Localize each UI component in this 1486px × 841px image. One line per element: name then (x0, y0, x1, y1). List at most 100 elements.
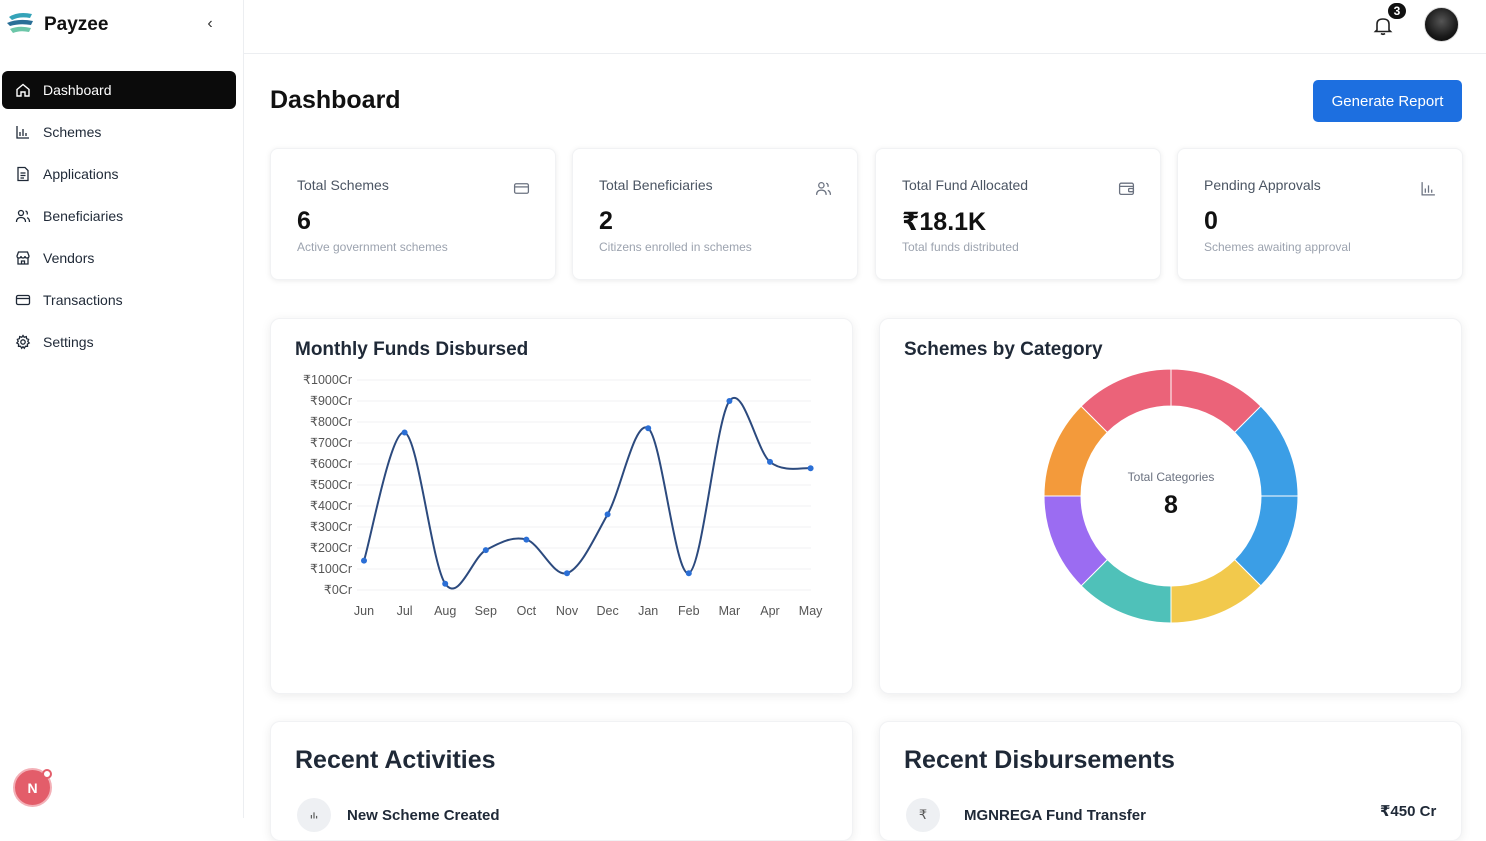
y-tick-label: ₹600Cr (310, 457, 352, 471)
wallet-icon (513, 180, 531, 198)
x-tick-label: Mar (719, 604, 741, 618)
bell-icon[interactable] (1372, 14, 1394, 36)
sidebar-item-transactions[interactable]: Transactions (2, 281, 236, 319)
stat-card-total-schemes: Total Schemes 6 Active government scheme… (270, 148, 556, 280)
rupee-icon: ₹ (906, 798, 940, 832)
data-point[interactable] (564, 570, 570, 577)
donut-center-label: Total Categories (1127, 470, 1215, 484)
bar-chart-icon (297, 798, 331, 832)
sidebar-item-label: Vendors (43, 250, 95, 266)
y-tick-label: ₹800Cr (310, 415, 352, 429)
y-tick-label: ₹0Cr (324, 583, 352, 597)
data-point[interactable] (361, 557, 367, 564)
stat-value: 0 (1204, 207, 1218, 235)
gear-icon (14, 333, 32, 351)
brand-name: Payzee (44, 14, 109, 35)
brand[interactable]: Payzee (6, 10, 108, 40)
stat-subtext: Total funds distributed (902, 240, 1019, 254)
monthly-funds-card: Monthly Funds Disbursed ₹0Cr ₹100Cr ₹200Cr… (270, 318, 853, 694)
x-tick-label: Aug (434, 604, 456, 618)
data-point[interactable] (767, 458, 773, 465)
users-icon (815, 180, 833, 198)
data-point[interactable] (685, 570, 692, 577)
x-tick-label: Jun (354, 604, 374, 618)
y-tick-label: ₹700Cr (310, 436, 352, 450)
card-title: Recent Disbursements (904, 746, 1175, 774)
y-tick-label: ₹400Cr (310, 499, 352, 513)
data-point[interactable] (401, 429, 408, 436)
stat-card-total-fund: Total Fund Allocated ₹18.1K Total funds … (875, 148, 1161, 280)
data-point[interactable] (807, 465, 814, 472)
wallet-icon (1118, 180, 1136, 198)
stat-label: Total Schemes (297, 177, 389, 193)
donut-slice[interactable] (1080, 368, 1172, 434)
schemes-category-card: Schemes by Category Total Categories 8 (879, 318, 1462, 694)
stat-subtext: Schemes awaiting approval (1204, 240, 1351, 254)
home-icon (14, 81, 32, 99)
sidebar-item-label: Beneficiaries (43, 208, 124, 224)
credit-card-icon (14, 291, 32, 309)
data-point[interactable] (726, 398, 733, 404)
collapse-sidebar-button[interactable]: ‹ (200, 14, 220, 34)
payzee-logo-icon (6, 9, 36, 42)
stat-card-total-beneficiaries: Total Beneficiaries 2 Citizens enrolled … (572, 148, 858, 280)
sidebar-item-beneficiaries[interactable]: Beneficiaries (2, 197, 236, 235)
sidebar-item-label: Dashboard (43, 82, 112, 98)
y-tick-label: ₹1000Cr (303, 373, 352, 387)
stat-label: Total Fund Allocated (902, 177, 1029, 193)
sidebar-item-vendors[interactable]: Vendors (2, 239, 236, 277)
stat-subtext: Active government schemes (297, 240, 448, 254)
stat-value: ₹18.1K (902, 208, 987, 236)
users-icon (14, 207, 32, 225)
sidebar-item-label: Transactions (43, 292, 123, 308)
document-icon (14, 165, 32, 183)
user-avatar-badge[interactable]: N (13, 768, 52, 807)
data-point[interactable] (604, 511, 611, 518)
disbursement-title: MGNREGA Fund Transfer (964, 806, 1146, 824)
x-tick-label: Nov (556, 604, 579, 618)
notification-count-badge: 3 (1386, 1, 1408, 21)
sidebar-item-label: Settings (43, 334, 94, 350)
page-title: Dashboard (270, 86, 401, 114)
disbursement-item[interactable]: ₹ MGNREGA Fund Transfer (906, 798, 1146, 832)
stat-label: Total Beneficiaries (599, 177, 713, 193)
y-tick-label: ₹500Cr (310, 478, 352, 492)
x-tick-label: Apr (760, 604, 779, 618)
chevron-left-icon: ‹ (207, 15, 213, 32)
activity-item[interactable]: New Scheme Created (297, 798, 500, 832)
generate-report-button[interactable]: Generate Report (1313, 80, 1462, 122)
schemes-category-chart (1043, 368, 1299, 624)
x-tick-label: Dec (596, 604, 618, 618)
x-tick-label: Jul (397, 604, 413, 618)
data-point[interactable] (523, 536, 530, 543)
sidebar-item-settings[interactable]: Settings (2, 323, 236, 361)
stat-card-pending-approvals: Pending Approvals 0 Schemes awaiting app… (1177, 148, 1463, 280)
stat-label: Pending Approvals (1204, 177, 1321, 193)
donut-center-value: 8 (1164, 491, 1178, 519)
x-tick-label: Oct (517, 604, 537, 618)
y-tick-label: ₹200Cr (310, 541, 352, 555)
data-point[interactable] (645, 425, 652, 432)
x-tick-label: May (799, 604, 823, 618)
data-point[interactable] (482, 547, 489, 554)
stat-subtext: Citizens enrolled in schemes (599, 240, 752, 254)
card-title: Monthly Funds Disbursed (295, 339, 529, 360)
store-icon (14, 249, 32, 267)
profile-avatar[interactable] (1424, 7, 1459, 42)
x-tick-label: Sep (475, 604, 497, 618)
sidebar-item-schemes[interactable]: Schemes (2, 113, 236, 151)
stat-value: 6 (297, 207, 311, 235)
series-line (363, 396, 811, 590)
user-initial: N (27, 779, 38, 796)
sidebar-item-label: Schemes (43, 124, 102, 140)
x-tick-label: Jan (638, 604, 658, 618)
data-point[interactable] (442, 580, 449, 587)
sidebar-item-dashboard[interactable]: Dashboard (2, 71, 236, 109)
y-tick-label: ₹900Cr (310, 394, 352, 408)
activity-title: New Scheme Created (347, 806, 500, 824)
topbar: 3 (244, 0, 1486, 54)
status-dot (42, 769, 52, 779)
sidebar-item-applications[interactable]: Applications (2, 155, 236, 193)
y-tick-label: ₹300Cr (310, 520, 352, 534)
disbursement-amount: ₹450 Cr (1380, 803, 1437, 820)
